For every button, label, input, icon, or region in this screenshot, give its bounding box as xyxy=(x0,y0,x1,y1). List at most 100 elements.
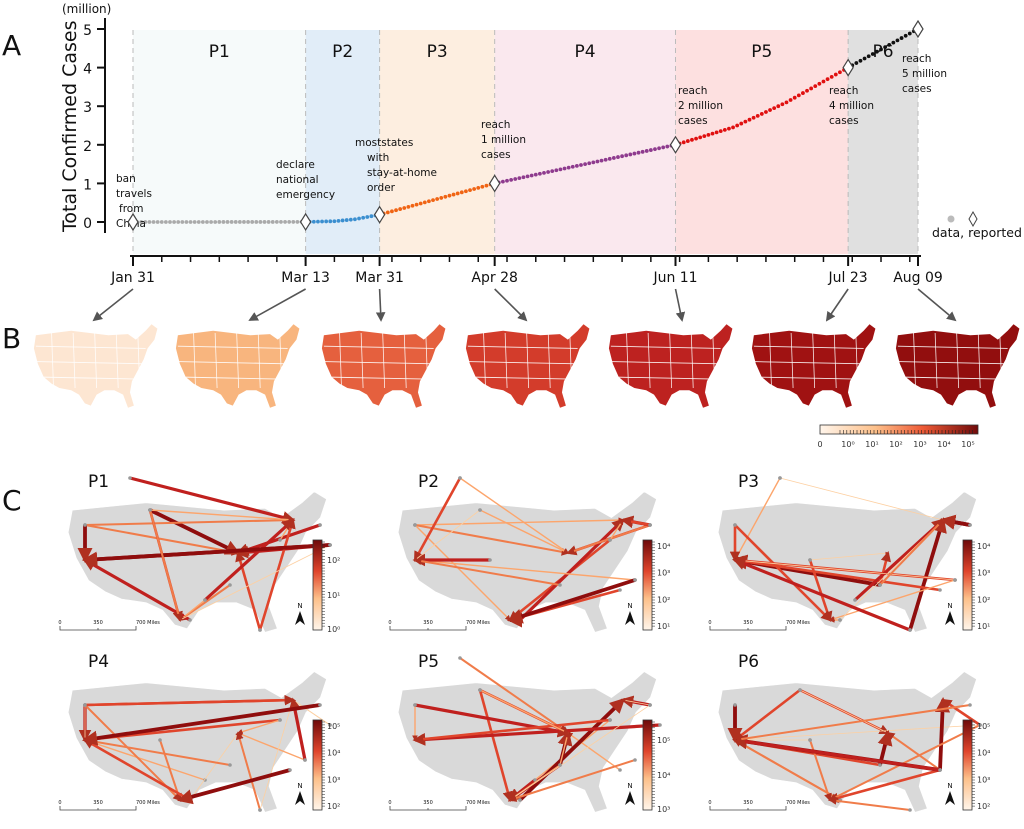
date-map-arrow xyxy=(825,288,849,322)
data-point xyxy=(739,121,744,126)
data-point xyxy=(735,123,740,128)
colorbar-tick-label: 10³ xyxy=(913,440,926,449)
flow-arrow xyxy=(509,704,651,801)
data-point xyxy=(879,47,883,52)
data-point xyxy=(242,220,246,224)
annotation-line: moststates xyxy=(355,137,413,149)
data-point xyxy=(451,192,456,197)
scale-tick-label: 350 xyxy=(743,800,753,806)
data-point xyxy=(891,40,896,45)
date-map-arrow xyxy=(92,288,134,322)
city-point xyxy=(228,583,232,587)
choropleth-colorbar: 0 10⁰ 10¹ 10² 10³ 10⁴ 10⁵ xyxy=(817,424,979,449)
data-point xyxy=(348,217,353,222)
y-ticks: 0 1 2 3 4 5 xyxy=(83,23,105,232)
scale-tick-label: 700 Miles xyxy=(136,620,160,626)
flow-arrow xyxy=(179,544,331,621)
city-point xyxy=(158,738,162,742)
data-point xyxy=(422,200,427,205)
data-point xyxy=(447,193,452,198)
period-label: P3 xyxy=(427,42,448,62)
period-bg-p3 xyxy=(379,30,495,254)
city-point xyxy=(303,758,307,762)
data-point xyxy=(500,179,505,184)
city-point xyxy=(413,523,417,527)
data-point xyxy=(324,219,329,224)
annotation-line: reach xyxy=(678,85,707,97)
data-point xyxy=(176,220,181,224)
data-point xyxy=(402,206,407,210)
data-point xyxy=(636,150,641,155)
data-point xyxy=(887,42,892,47)
data-point xyxy=(706,132,711,137)
period-labels: P1 P2 P3 P4 P5 P6 xyxy=(209,42,894,62)
flow-arrow xyxy=(734,724,981,742)
flow-colorbar: 10⁴ 10³ 10² 10¹ xyxy=(642,539,670,631)
flow-arrow xyxy=(159,739,182,802)
colorbar-tick-label: 10² xyxy=(657,595,670,604)
city-point xyxy=(733,523,737,527)
city-point xyxy=(478,688,482,692)
annotation-line: stay-at-home xyxy=(367,167,437,179)
scale-tick-label: 0 xyxy=(388,800,391,806)
flow-arrow xyxy=(853,518,945,602)
city-point xyxy=(953,578,957,582)
north-arrow-icon: N xyxy=(295,602,305,625)
data-point xyxy=(254,220,259,224)
city-point xyxy=(203,598,207,602)
data-point xyxy=(295,220,300,224)
data-point xyxy=(365,215,370,219)
data-point xyxy=(838,70,842,75)
flow-arrow xyxy=(258,518,296,631)
data-point xyxy=(225,220,230,224)
colorbar-tick-label: 10³ xyxy=(657,569,670,578)
data-point xyxy=(517,176,522,181)
date-map-arrow xyxy=(375,288,386,322)
flow-map-p3: P3 0 350 700 Miles N 10⁴ 10³ 10² 10¹ xyxy=(708,472,990,634)
flow-arrow xyxy=(734,477,781,561)
period-label: P6 xyxy=(873,42,894,62)
colorbar-tick-label: 10¹ xyxy=(865,440,878,449)
data-point xyxy=(196,220,201,224)
data-point xyxy=(665,144,670,149)
date-map-arrow xyxy=(674,288,686,322)
colorbar-tick-label: 10⁵ xyxy=(327,722,340,731)
city-point xyxy=(318,523,322,527)
colorbar-tick-label: 10² xyxy=(327,556,340,565)
annotation-line: from xyxy=(119,203,143,215)
period-label: P5 xyxy=(751,42,772,62)
cases-chart: P1 P2 P3 P4 P5 P6 0 1 2 3 4 5 (million) Total Conf… xyxy=(59,2,1022,322)
flow-arrow xyxy=(478,689,513,803)
data-point xyxy=(266,220,271,224)
city-point xyxy=(318,703,322,707)
data-point xyxy=(579,163,583,167)
data-point xyxy=(472,187,477,191)
flow-arrow xyxy=(177,768,291,805)
y-tick-label: 1 xyxy=(83,177,92,193)
flow-arrow xyxy=(809,551,889,561)
data-point xyxy=(344,218,349,222)
flow-map-label: P6 xyxy=(738,652,759,672)
flow-map-label: P4 xyxy=(88,652,109,672)
city-point xyxy=(658,723,662,727)
city-point xyxy=(288,768,292,772)
data-point xyxy=(685,139,690,143)
data-point xyxy=(714,130,719,135)
flow-map-p1: P1 0 350 700 Miles N 10² 10¹ 10⁰ xyxy=(58,472,340,634)
flow-arrow xyxy=(733,739,841,801)
data-point xyxy=(283,220,287,224)
flow-arrow xyxy=(189,732,239,801)
data-point xyxy=(353,217,357,222)
city-point xyxy=(618,588,622,592)
data-point xyxy=(657,146,661,151)
colorbar-tick-label: 10³ xyxy=(327,775,340,784)
scale-tick-label: 700 Miles xyxy=(786,800,810,806)
data-point xyxy=(603,157,608,162)
data-point xyxy=(772,106,777,111)
flow-colorbar: 10⁴ 10³ 10² 10¹ xyxy=(962,539,990,631)
city-point xyxy=(838,618,842,622)
data-point xyxy=(805,88,809,93)
data-point xyxy=(566,165,571,170)
colorbar-tick-label: 10⁴ xyxy=(937,440,950,449)
data-point xyxy=(595,159,600,164)
